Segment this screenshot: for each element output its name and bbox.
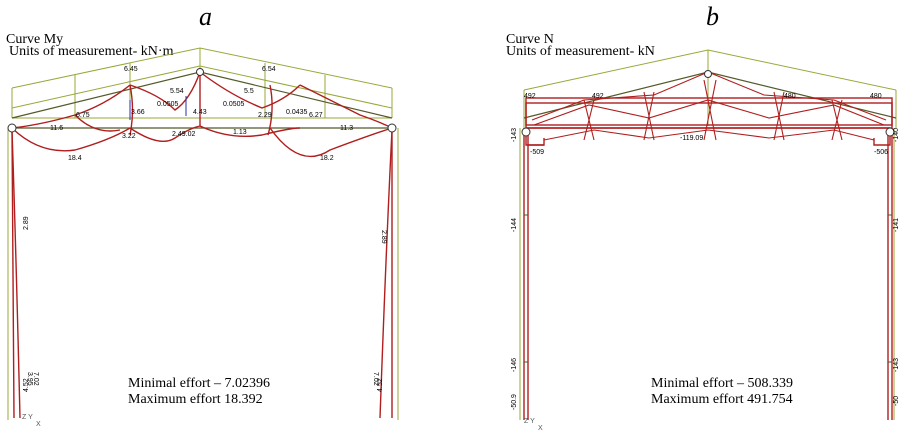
- value-label: 6.54: [262, 66, 276, 73]
- ridge-node: [704, 70, 712, 78]
- left-support: [521, 127, 531, 137]
- value-label: 480: [870, 93, 882, 100]
- axis-label-y: Y: [530, 418, 535, 425]
- value-label: 4.43: [193, 109, 207, 116]
- panel-b-title: Curve N: [506, 32, 554, 47]
- envelope-lines: [7, 47, 399, 420]
- value-label: 2.29: [258, 112, 272, 119]
- value-label: 4.52: [377, 378, 384, 392]
- value-label: -144: [511, 218, 518, 232]
- left-support: [7, 123, 17, 133]
- right-support: [387, 123, 397, 133]
- value-label: 2.49.02: [172, 131, 195, 138]
- value-label: 5.54: [170, 88, 184, 95]
- value-label: 0.0435: [286, 109, 308, 116]
- value-label: 2.89: [380, 230, 387, 244]
- value-label: 6.75: [76, 112, 90, 119]
- value-label: 3.66: [131, 109, 145, 116]
- right-support: [885, 127, 895, 137]
- panel-a-min-effort: Minimal effort – 7.02396: [128, 376, 271, 391]
- value-label: 6.45: [124, 66, 138, 73]
- value-label: -50.9: [511, 394, 518, 410]
- value-label: 18.2: [320, 155, 334, 162]
- panel-a-max-effort: Maximum effort 18.392: [128, 392, 263, 407]
- value-label: 492: [592, 93, 604, 100]
- axis-label-z: Z: [524, 418, 529, 425]
- value-label: -141: [893, 218, 900, 232]
- value-label: 5.5: [244, 88, 254, 95]
- value-label: -509: [530, 149, 544, 156]
- panel-b-max-effort: Maximum effort 491.754: [651, 392, 793, 407]
- axis-label-z: Z: [22, 414, 27, 421]
- value-label: -143: [511, 128, 518, 142]
- value-label: 2.89: [23, 216, 30, 230]
- panel-a-title: Curve My: [6, 32, 64, 47]
- value-label: 480: [784, 93, 796, 100]
- value-label: -146: [511, 358, 518, 372]
- moment-curves: [11, 71, 393, 419]
- panel-b-units: Units of measurement- kN: [506, 44, 655, 59]
- panel-a-units: Units of measurement- kN·m: [9, 44, 174, 59]
- panel-b-effects: Minimal effort – 508.339 Maximum effort …: [651, 376, 793, 408]
- axis-label-x: X: [538, 425, 543, 432]
- value-label: 1.13: [233, 129, 247, 136]
- value-label: -143: [893, 358, 900, 372]
- envelope-lines: [519, 49, 897, 420]
- truss-chords: [11, 71, 393, 129]
- value-label: 11.6: [50, 125, 63, 132]
- panel-a-letter: a: [199, 2, 212, 31]
- panel-b-min-effort: Minimal effort – 508.339: [651, 376, 794, 391]
- moment-values: 6.45 6.54 5.54 5.5 0.0505 0.0505 4.43 2.…: [23, 66, 387, 392]
- axial-values: 492 492 480 480 -143 -140 -509 -506 -144…: [511, 93, 900, 410]
- ridge-node: [196, 68, 204, 76]
- value-label: 7.02: [372, 372, 379, 386]
- panel-b-axial-force-diagram: b Curve N Units of measurement- kN: [454, 0, 908, 444]
- value-label: 3.95: [26, 372, 33, 386]
- value-label: -506: [874, 149, 888, 156]
- value-label: 6.27: [309, 112, 323, 119]
- value-label: -140: [893, 128, 900, 142]
- value-label: 18.4: [68, 155, 82, 162]
- panel-a-effects: Minimal effort – 7.02396 Maximum effort …: [128, 376, 270, 408]
- value-label: -50: [893, 396, 900, 406]
- web-members: [531, 71, 887, 141]
- axis-triad-icon: Z Y X: [524, 418, 543, 432]
- axis-label-y: Y: [28, 414, 33, 421]
- value-label: 4.52: [23, 378, 30, 392]
- panel-a-moment-diagram: a Curve My Units of measurement- kN·m: [6, 2, 399, 428]
- value-label: 7.02: [32, 372, 39, 386]
- value-label: 492: [524, 93, 536, 100]
- moment-diagram-svg: 6.45 6.54 5.54 5.5 0.0505 0.0505 4.43 2.…: [7, 47, 399, 420]
- value-label: -119.09: [680, 135, 703, 142]
- value-label: 3.22: [122, 133, 136, 140]
- value-label: 0.0505: [157, 101, 179, 108]
- panel-b-letter: b: [706, 2, 719, 31]
- value-label: 0.0505: [223, 101, 245, 108]
- axis-triad-icon: Z Y X: [22, 414, 41, 428]
- axis-label-x: X: [36, 421, 41, 428]
- value-label: 11.3: [340, 125, 353, 132]
- axial-force-blocks: [523, 97, 893, 420]
- axial-force-diagram-svg: 492 492 480 480 -143 -140 -509 -506 -144…: [511, 49, 900, 420]
